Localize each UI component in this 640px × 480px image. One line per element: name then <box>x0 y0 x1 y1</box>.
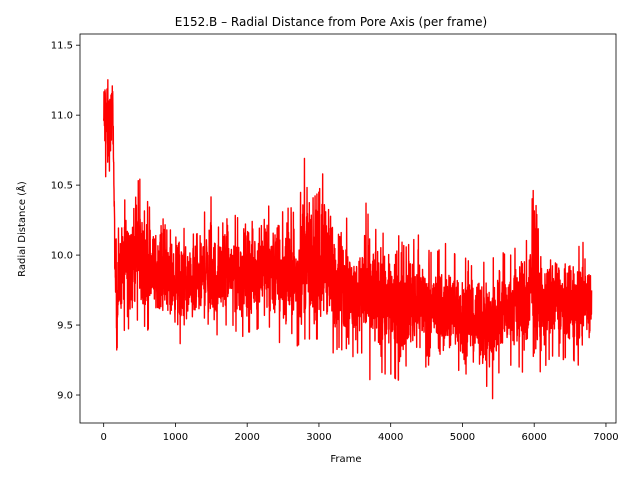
y-axis: 9.0 9.5 10.0 10.5 11.0 11.5 <box>51 41 80 402</box>
y-tick-label: 10.5 <box>51 181 73 192</box>
x-tick-label: 6000 <box>521 432 546 443</box>
x-tick-label: 2000 <box>234 432 259 443</box>
y-tick-label: 9.0 <box>57 391 73 402</box>
y-tick-label: 9.5 <box>57 321 73 332</box>
y-tick-label: 11.5 <box>51 41 73 52</box>
x-axis: 0 1000 2000 3000 4000 5000 6000 7000 <box>100 423 619 443</box>
plot-area <box>102 79 593 400</box>
y-tick-label: 10.0 <box>51 251 73 262</box>
x-tick-label: 7000 <box>593 432 618 443</box>
x-tick-label: 1000 <box>163 432 188 443</box>
series-line <box>102 79 593 400</box>
y-axis-label: Radial Distance (Å) <box>15 181 28 277</box>
y-tick-label: 11.0 <box>51 111 73 122</box>
x-tick-label: 5000 <box>450 432 475 443</box>
x-tick-label: 0 <box>100 432 106 443</box>
x-tick-label: 3000 <box>306 432 331 443</box>
plot-frame <box>79 33 617 424</box>
x-tick-label: 4000 <box>378 432 403 443</box>
x-axis-label: Frame <box>330 454 361 465</box>
chart-title: E152.B – Radial Distance from Pore Axis … <box>175 15 488 29</box>
